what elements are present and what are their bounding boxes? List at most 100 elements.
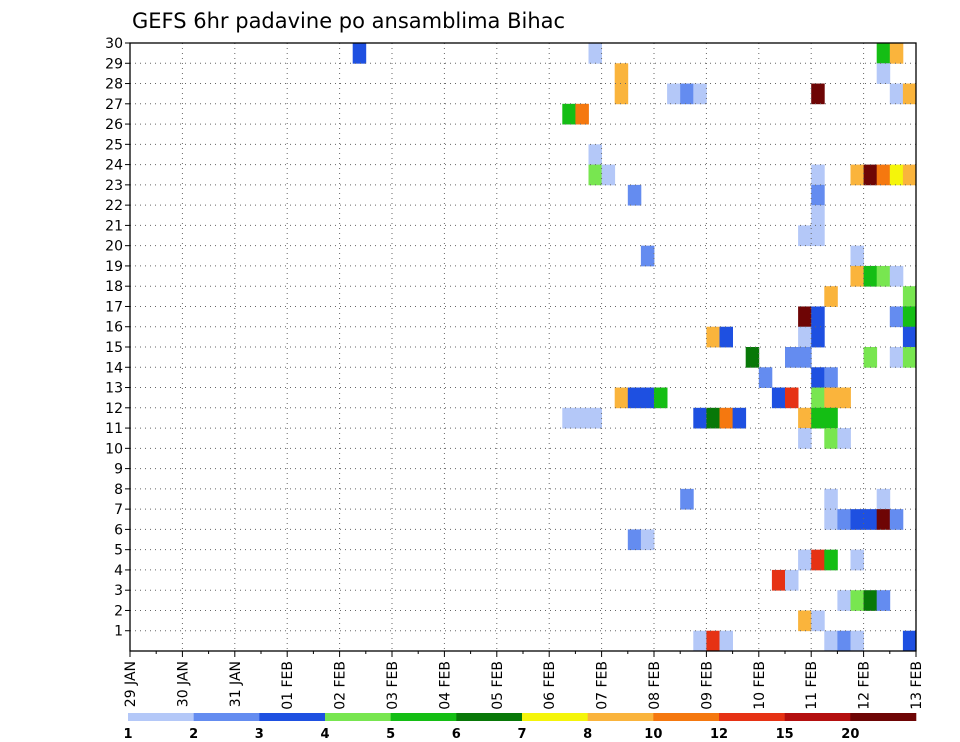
heatmap-cell [680,488,694,510]
x-tick-label: 03 FEB [385,661,401,710]
y-tick-label: 14 [105,360,123,376]
heatmap-cell [863,265,878,287]
heatmap-cell [640,387,655,409]
y-tick-label: 10 [105,441,123,457]
heatmap-cell [811,184,825,206]
y-tick-label: 21 [105,218,123,234]
heatmap-cell [863,509,878,530]
x-tick-label: 12 FEB [857,661,873,710]
y-tick-label: 30 [105,36,123,52]
y-tick-label: 25 [105,137,123,153]
heatmap-cell [719,326,733,348]
y-tick-label: 4 [114,563,123,579]
heatmap-cell [850,630,864,652]
heatmap-cell [771,387,786,409]
heatmap-cell [614,387,629,409]
heatmap-cell [562,103,576,125]
legend-swatch [259,713,326,721]
heatmap-cell [889,347,904,368]
heatmap-cell [588,164,602,186]
heatmap-cell [824,286,838,307]
heatmap-cell [706,407,720,429]
legend-label: 8 [583,727,592,742]
heatmap-cell [863,590,878,611]
heatmap-cell [811,326,825,348]
heatmap-cell [824,509,838,530]
legend-label: 10 [644,727,662,742]
y-axis-ticks: 1234567891011121314151617181920212223242… [105,36,130,640]
heatmap-cell [824,367,838,388]
y-tick-label: 3 [114,583,123,599]
x-tick-label: 29 JAN [123,661,139,707]
legend-label: 20 [841,727,859,742]
heatmap-cell [745,347,760,368]
heatmap-cell [811,164,825,186]
heatmap-cell [889,306,904,328]
heatmap-cell [876,590,891,611]
heatmap-cell [876,63,891,84]
x-axis-ticks: 29 JAN 30 JAN 31 JAN 01 FEB 02 FEB 03 FEB 04 F… [123,651,925,710]
heatmap-cell [837,387,851,409]
x-tick-label: 05 FEB [490,661,506,710]
heatmap-cell [771,569,786,591]
heatmap-cell [902,164,917,186]
legend-label: 1 [123,727,132,742]
chart-title: GEFS 6hr padavine po ansamblima Bihac [132,9,565,33]
legend-label: 7 [517,727,526,742]
heatmap-cell [785,569,799,591]
heatmap-cell [588,43,602,64]
heatmap-cell [640,245,655,267]
heatmap-cell [850,590,864,611]
heatmap-cell [693,630,707,652]
heatmap-cell [824,549,838,571]
legend-label: 3 [255,727,264,742]
y-tick-label: 6 [114,522,123,538]
heatmap-cell [798,428,812,449]
heatmap-cell [798,347,812,368]
heatmap-cell [824,428,838,449]
y-tick-label: 28 [105,77,123,93]
x-tick-label: 11 FEB [804,661,820,710]
heatmap-cell [811,306,825,328]
y-tick-label: 8 [114,482,123,498]
heatmap-cell [614,63,629,84]
y-tick-label: 1 [114,624,123,640]
heatmap-cell [811,387,825,409]
heatmap-cell [719,407,733,429]
color-legend: 1 2 3 4 5 6 7 8 10 12 15 20 [123,713,917,742]
y-tick-label: 5 [114,543,123,559]
heatmap-cell [876,265,891,287]
heatmap-cell [614,83,629,105]
heatmap-cell [798,610,812,632]
legend-swatch [850,713,917,721]
legend-swatch [653,713,720,721]
heatmap-cell [680,83,694,105]
y-tick-label: 20 [105,239,123,255]
x-tick-label: 08 FEB [647,661,663,710]
heatmap-cell [352,43,367,64]
heatmap-cell [627,529,642,551]
heatmap-cell [640,529,655,551]
heatmap-cell [850,245,864,267]
y-tick-label: 15 [105,340,123,356]
x-tick-label: 30 JAN [175,661,191,707]
heatmap-cell [902,83,917,105]
heatmap-cell [706,326,720,348]
heatmap-cell [902,286,917,307]
y-tick-label: 18 [105,279,123,295]
heatmap-cell [758,367,773,388]
heatmap-cell [654,387,668,409]
y-tick-label: 27 [105,97,123,113]
x-tick-label: 13 FEB [909,661,925,710]
heatmap-cell [798,326,812,348]
y-tick-label: 16 [105,320,123,336]
heatmap-cell [889,164,904,186]
heatmap-cell [588,144,602,165]
heatmap-cell [889,265,904,287]
y-tick-label: 2 [114,603,123,619]
heatmap-cell [706,630,720,652]
heatmap-cell [588,407,602,429]
heatmap-cell [863,347,878,368]
x-tick-label: 31 JAN [228,661,244,707]
